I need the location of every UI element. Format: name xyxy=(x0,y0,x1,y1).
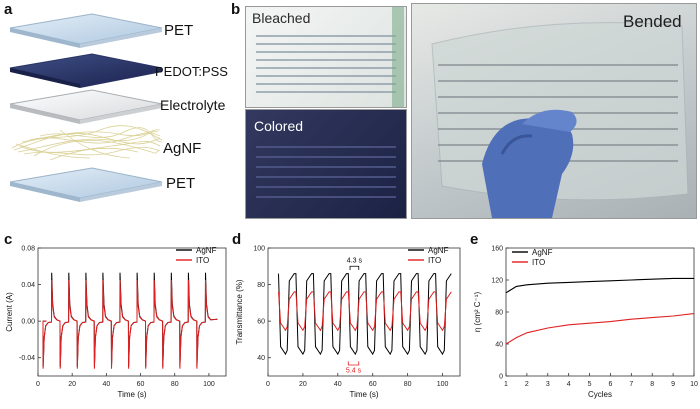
y-tick-label: 0 xyxy=(499,374,503,381)
series-line-ito xyxy=(278,291,452,332)
bended-film xyxy=(431,22,689,218)
chart-transmittance: 0 20 40 60 80 100 40 60 80 100 Time (s) Transmittan… xyxy=(235,246,461,399)
y-tick-label: 120 xyxy=(491,278,503,285)
x-tick-label: 40 xyxy=(334,381,342,388)
annotation-bracket-ito xyxy=(347,361,360,366)
gloved-hand xyxy=(482,109,577,218)
x-tick-label: 80 xyxy=(404,381,412,388)
layer-electrolyte xyxy=(9,89,163,121)
y-axis-label: η (cm² C⁻¹) xyxy=(473,292,482,333)
x-tick-label: 1 xyxy=(504,381,508,388)
y-tick-label: 0.00 xyxy=(21,319,35,326)
layer-label-agnf: AgNF xyxy=(163,140,202,157)
layer-pet-bottom xyxy=(9,167,163,199)
y-tick-label: 60 xyxy=(257,319,265,326)
x-axis-label: Cycles xyxy=(588,390,612,399)
x-tick-label: 40 xyxy=(102,381,110,388)
y-axis-label: Transmittance (%) xyxy=(235,279,244,344)
x-tick-label: 60 xyxy=(369,381,377,388)
y-tick-label: 0.04 xyxy=(21,282,35,289)
x-tick-label: 6 xyxy=(608,381,612,388)
x-tick-label: 3 xyxy=(546,381,550,388)
x-axis-label: Time (s) xyxy=(117,390,146,399)
x-tick-label: 60 xyxy=(137,381,145,388)
x-tick-label: 100 xyxy=(437,381,449,388)
bleached-film-text xyxy=(256,7,404,107)
label-bended: Bended xyxy=(623,12,682,31)
x-tick-label: 4 xyxy=(567,381,571,388)
photo-bended xyxy=(411,3,697,219)
x-tick-label: 20 xyxy=(68,381,76,388)
x-tick-label: 2 xyxy=(525,381,529,388)
chart-current: 0 20 40 60 80 100 -0.04 0.00 0.04 0.08 Time (s) Cur… xyxy=(5,246,227,399)
annotation-agnf-time: 4.3 s xyxy=(347,258,363,265)
annotation-bracket-agnf xyxy=(349,265,360,270)
x-tick-label: 0 xyxy=(36,381,40,388)
layer-pedot xyxy=(9,53,163,85)
legend-label-ito: ITO xyxy=(428,256,441,265)
layer-agnf xyxy=(11,125,163,161)
panel-letter-b: b xyxy=(231,1,241,18)
panel-letter-a: a xyxy=(4,1,13,18)
y-tick-label: 40 xyxy=(495,342,503,349)
label-colored: Colored xyxy=(254,118,304,134)
y-tick-label: 100 xyxy=(253,246,265,253)
chart-efficiency: 1 2 3 4 5 6 7 8 9 10 0 40 80 120 160 Cycles η (cm² C⁻¹) A… xyxy=(473,246,698,400)
plot-frame xyxy=(505,247,695,377)
device-schematic xyxy=(9,13,163,202)
y-tick-label: 80 xyxy=(257,282,265,289)
layer-pet-top xyxy=(9,13,163,45)
colored-film-text xyxy=(256,146,396,198)
x-tick-label: 5 xyxy=(588,381,592,388)
panel-letter-e: e xyxy=(470,231,479,248)
x-tick-label: 20 xyxy=(299,381,307,388)
x-axis-label: Time (s) xyxy=(349,390,378,399)
series-line-agnf xyxy=(278,273,452,356)
plot-frame xyxy=(37,247,227,377)
y-tick-label: 160 xyxy=(491,246,503,253)
y-tick-label: -0.04 xyxy=(19,355,35,362)
panel-letter-c: c xyxy=(4,231,13,248)
legend-label-agnf: AgNF xyxy=(428,246,449,255)
legend-label-agnf: AgNF xyxy=(532,248,553,257)
photo-colored xyxy=(245,109,407,219)
series-line-agnf xyxy=(505,277,694,294)
legend-label-ito: ITO xyxy=(196,256,209,265)
series-line-ito xyxy=(42,279,218,369)
annotation-ito-time: 5.4 s xyxy=(346,367,362,374)
x-tick-label: 8 xyxy=(650,381,654,388)
x-tick-label: 0 xyxy=(266,381,270,388)
legend-label-agnf: AgNF xyxy=(196,246,217,255)
panel-letter-d: d xyxy=(232,231,242,248)
y-tick-label: 0.08 xyxy=(21,246,35,253)
series-line-ito xyxy=(505,313,695,345)
layer-label-pet-top: PET xyxy=(164,22,194,39)
y-tick-label: 80 xyxy=(495,310,503,317)
x-tick-label: 100 xyxy=(203,381,215,388)
photo-bleached xyxy=(245,6,407,108)
layer-label-pet-bottom: PET xyxy=(166,175,196,192)
x-tick-label: 10 xyxy=(690,381,698,388)
y-axis-label: Current (A) xyxy=(5,292,14,332)
x-tick-label: 9 xyxy=(671,381,675,388)
layer-label-pedot: PEDOT:PSS xyxy=(155,64,228,79)
label-bleached: Bleached xyxy=(252,10,311,26)
y-tick-label: 40 xyxy=(257,355,265,362)
x-tick-label: 7 xyxy=(629,381,633,388)
layer-label-electrolyte: Electrolyte xyxy=(160,97,226,113)
legend-label-ito: ITO xyxy=(532,258,545,267)
x-tick-label: 80 xyxy=(171,381,179,388)
plot-frame xyxy=(267,247,461,377)
